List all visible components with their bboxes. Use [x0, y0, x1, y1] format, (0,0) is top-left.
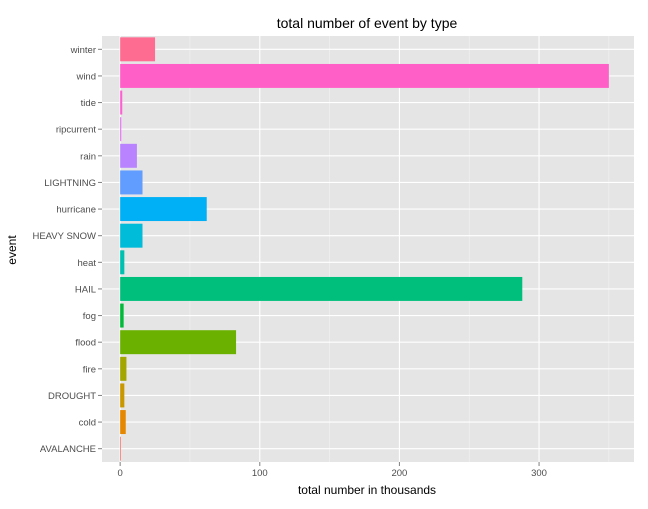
bar-rain — [120, 143, 137, 168]
bar-heavy-snow — [120, 223, 143, 248]
bar-fire — [120, 356, 127, 381]
x-tick-label: 200 — [391, 468, 407, 479]
x-tick-label: 0 — [118, 468, 123, 479]
y-tick-label: fire — [83, 364, 96, 375]
bar-winter — [120, 37, 156, 62]
y-tick-label: ripcurrent — [56, 125, 96, 136]
x-axis-title: total number in thousands — [298, 483, 436, 497]
bar-hail — [120, 276, 523, 301]
y-axis-title: event — [5, 235, 19, 265]
bar-tide — [120, 90, 123, 115]
y-tick-label: heat — [78, 258, 97, 269]
bar-wind — [120, 63, 609, 88]
y-tick-label: tide — [81, 98, 96, 109]
bar-drought — [120, 383, 125, 408]
y-tick-label: wind — [75, 71, 96, 82]
bar-flood — [120, 330, 237, 355]
y-tick-label: flood — [75, 338, 96, 349]
bar-hurricane — [120, 197, 207, 222]
bar-fog — [120, 303, 124, 328]
bar-ripcurrent — [120, 117, 122, 142]
plot-panel — [102, 36, 634, 462]
y-tick-label: fog — [83, 311, 96, 322]
bar-cold — [120, 410, 126, 435]
x-tick-label: 300 — [531, 468, 547, 479]
y-tick-label: HAIL — [75, 284, 96, 295]
y-tick-label: HEAVY SNOW — [32, 231, 96, 242]
y-tick-label: hurricane — [56, 205, 96, 216]
chart-title: total number of event by type — [277, 15, 458, 31]
bar-avalanche — [120, 436, 121, 461]
y-tick-label: AVALANCHE — [40, 444, 96, 455]
y-tick-label: cold — [79, 418, 96, 429]
x-tick-label: 100 — [252, 468, 268, 479]
y-tick-label: LIGHTNING — [44, 178, 96, 189]
bar-heat — [120, 250, 125, 275]
bar-lightning — [120, 170, 143, 195]
y-tick-label: DROUGHT — [48, 391, 96, 402]
y-tick-label: winter — [70, 45, 96, 56]
y-tick-label: rain — [80, 151, 96, 162]
